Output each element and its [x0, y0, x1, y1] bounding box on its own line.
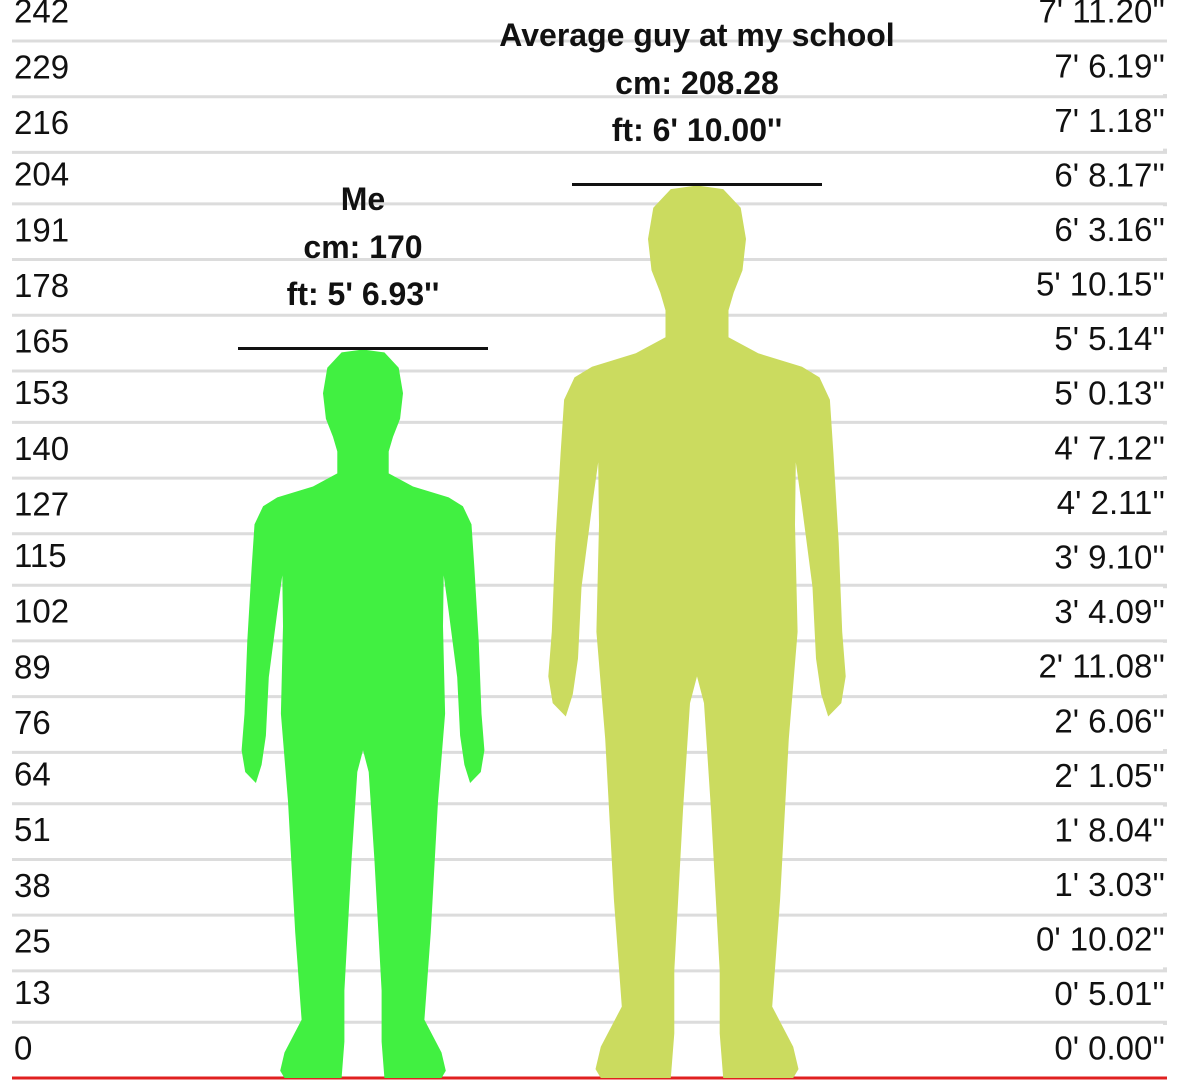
y-tick-label: 64	[14, 755, 51, 792]
y2-tick-label: 0' 0.00''	[1054, 1030, 1165, 1067]
y-tick-label: 38	[14, 867, 51, 904]
figure-name: Me	[341, 181, 385, 217]
y2-tick-label: 3' 9.10''	[1054, 538, 1165, 575]
ft-label: ft: 5' 6.93''	[287, 276, 440, 312]
figure-name: Average guy at my school	[499, 17, 894, 53]
y-tick-label: 178	[14, 267, 69, 304]
y-tick-label: 140	[14, 430, 69, 467]
y2-tick-label: 7' 6.19''	[1054, 47, 1165, 84]
y-tick-label: 127	[14, 486, 69, 523]
y2-tick-label: 7' 1.18''	[1054, 102, 1165, 139]
y2-tick-label: 5' 10.15''	[1036, 266, 1165, 303]
y2-tick-label: 0' 5.01''	[1054, 975, 1165, 1012]
y-tick-label: 216	[14, 104, 69, 141]
y-tick-label: 165	[14, 323, 69, 360]
figure	[548, 185, 846, 1078]
y-tick-label: 25	[14, 923, 51, 960]
y-tick-label: 153	[14, 374, 69, 411]
y-tick-label: 242	[14, 0, 69, 30]
cm-label: cm: 208.28	[615, 65, 779, 101]
y2-tick-label: 2' 1.05''	[1054, 757, 1165, 794]
y2-tick-label: 5' 0.13''	[1054, 375, 1165, 412]
y-tick-label: 13	[14, 974, 51, 1011]
y2-tick-label: 1' 3.03''	[1054, 866, 1165, 903]
y2-tick-label: 6' 8.17''	[1054, 156, 1165, 193]
y2-tick-label: 1' 8.04''	[1054, 811, 1165, 848]
y-tick-label: 115	[14, 537, 67, 574]
y2-tick-label: 3' 4.09''	[1054, 593, 1165, 630]
y-tick-label: 0	[14, 1030, 32, 1067]
cm-label: cm: 170	[303, 229, 422, 265]
y2-tick-label: 4' 2.11''	[1057, 484, 1165, 521]
y2-tick-label: 5' 5.14''	[1054, 320, 1165, 357]
ft-label: ft: 6' 10.00''	[612, 112, 782, 148]
y-tick-label: 191	[14, 211, 69, 248]
y2-tick-label: 4' 7.12''	[1054, 429, 1165, 466]
y2-tick-label: 6' 3.16''	[1054, 211, 1165, 248]
y-tick-label: 204	[14, 156, 69, 193]
y-tick-label: 51	[14, 811, 51, 848]
y-tick-label: 229	[14, 48, 69, 85]
y-tick-label: 76	[14, 704, 51, 741]
y2-tick-label: 0' 10.02''	[1036, 921, 1165, 958]
y2-tick-label: 2' 11.08''	[1038, 648, 1165, 685]
figure	[241, 349, 485, 1078]
y2-tick-label: 2' 6.06''	[1054, 702, 1165, 739]
y-tick-label: 102	[14, 593, 69, 630]
y-tick-label: 89	[14, 648, 51, 685]
y2-tick-label: 7' 11.20''	[1038, 0, 1165, 30]
